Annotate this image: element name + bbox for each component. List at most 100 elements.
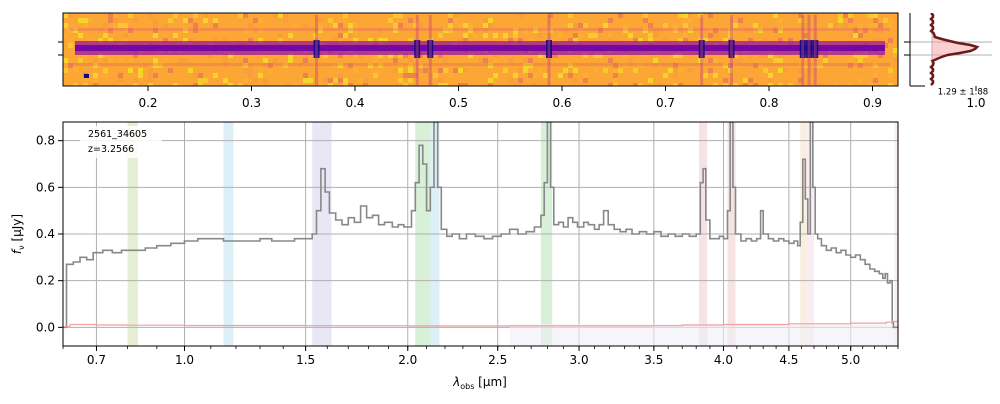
heatmap-cell [668,68,673,73]
heatmap-cell [68,13,73,18]
heatmap-cell [118,83,123,86]
heatmap-cell [468,28,473,33]
heatmap-cell [118,23,123,28]
heatmap-cell [243,38,248,43]
heatmap-cell [493,73,498,78]
heatmap-cell [163,58,168,63]
profile-plot [910,13,992,86]
heatmap-cell [883,18,888,23]
heatmap-cell [618,68,623,73]
heatmap-cell [108,28,113,33]
heatmap-cell [768,83,773,86]
heatmap-cell [788,53,793,58]
heatmap-cell [858,78,863,83]
heatmap-cell [653,68,658,73]
heatmap-cell [818,63,823,68]
heatmap-cell [643,28,648,33]
heatmap-cell [878,23,883,28]
heatmap-cell [268,83,273,86]
heatmap-cell [568,63,573,68]
heatmap-cell [278,38,283,43]
heatmap-cell [378,53,383,58]
heatmap-cell [393,28,398,33]
heatmap-cell [413,23,418,28]
heatmap-cell [683,33,688,38]
heatmap-cell [503,78,508,83]
heatmap-cell [398,13,403,18]
heatmap-cell [153,18,158,23]
heatmap-cell [508,38,513,43]
heatmap-cell [888,53,893,58]
heatmap-cell [828,18,833,23]
heatmap-cell [408,38,413,43]
heatmap-cell [713,58,718,63]
heatmap-cell [793,38,798,43]
heatmap-cell [313,23,318,28]
heatmap-cell [243,13,248,18]
emission-feature-column [315,15,319,85]
heatmap-cell [373,53,378,58]
heatmap-cell [138,38,143,43]
heatmap-cell [853,83,858,86]
heatmap-cell [338,63,343,68]
heatmap-cell [348,28,353,33]
heatmap-cell [243,63,248,68]
heatmap-cell [688,78,693,83]
heatmap-cell [348,33,353,38]
heatmap-cell [483,33,488,38]
heatmap-cell [243,58,248,63]
heatmap-cell [133,68,138,73]
heatmap-cell [98,13,103,18]
heatmap-cell [563,83,568,86]
heatmap-cell [418,58,423,63]
heatmap-cell [493,33,498,38]
heatmap-cell [323,58,328,63]
heatmap-cell [608,38,613,43]
heatmap-cell [778,68,783,73]
heatmap-cell [863,38,868,43]
heatmap-cell [328,18,333,23]
heatmap-cell [283,33,288,38]
heatmap-cell [83,23,88,28]
heatmap-cell [523,68,528,73]
heatmap-cell [883,83,888,86]
heatmap-cell [408,63,413,68]
heatmap-cell [368,38,373,43]
heatmap-cell [788,83,793,86]
heatmap-cell [288,33,293,38]
heatmap-cell [773,28,778,33]
heatmap-cell [378,63,383,68]
heatmap-cell [273,13,278,18]
heatmap-cell [848,73,853,78]
heatmap-cell [338,78,343,83]
heatmap-cell [78,58,83,63]
heatmap-cell [793,13,798,18]
heatmap-cell [843,53,848,58]
heatmap-cell [388,53,393,58]
heatmap-cell [508,13,513,18]
heatmap-cell [853,28,858,33]
heatmap-cell [83,63,88,68]
heatmap-cell [743,53,748,58]
heatmap-cell [598,13,603,18]
heatmap-cell [738,28,743,33]
heatmap-cell [818,58,823,63]
heatmap-cell [278,13,283,18]
heatmap-cell [773,58,778,63]
heatmap-cell [763,53,768,58]
heatmap-cell [578,23,583,28]
lower-shade [510,324,895,346]
heatmap-cell [428,83,433,86]
heatmap-cell [553,13,558,18]
heatmap-cell [473,53,478,58]
heatmap-cell [698,58,703,63]
heatmap-cell [413,73,418,78]
heatmap-cell [118,58,123,63]
heatmap-cell [358,38,363,43]
heatmap-cell [573,68,578,73]
x-tick-label: 4.0 [714,353,733,367]
heatmap-cell [593,53,598,58]
heatmap-cell [203,53,208,58]
heatmap-cell [173,33,178,38]
heatmap-cell [503,58,508,63]
